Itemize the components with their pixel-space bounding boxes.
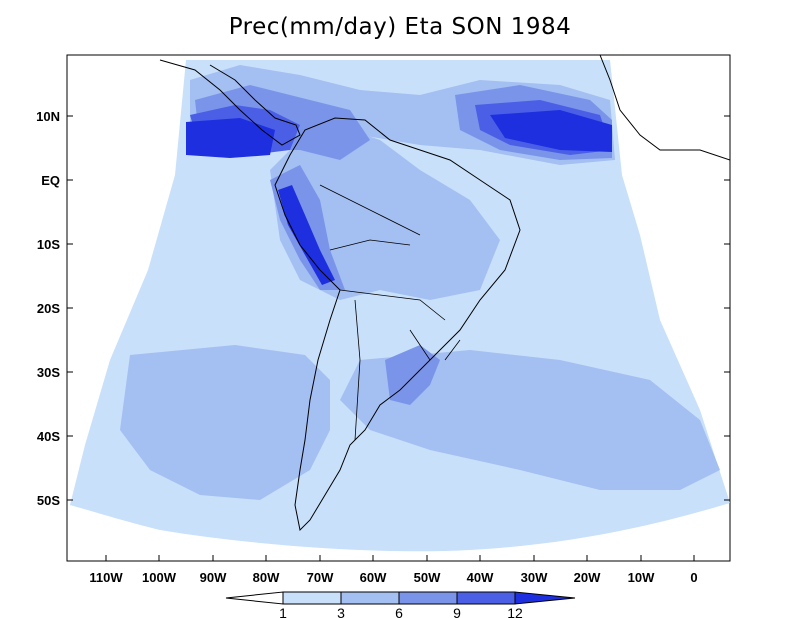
lat-label-10s: 10S <box>37 237 60 252</box>
country-borders <box>319 184 461 441</box>
lat-ticks <box>67 115 730 501</box>
precip-field <box>70 55 730 552</box>
south-america-outline <box>274 117 521 532</box>
colorbar-label-3: 3 <box>337 605 345 618</box>
precip-band-3-6-atlantic <box>340 350 720 490</box>
lon-label-110w: 110W <box>89 570 123 585</box>
precip-band-gt12-atlantic <box>490 110 612 152</box>
lat-label-50s: 50S <box>37 493 60 508</box>
colorbar-label-12: 12 <box>507 605 523 618</box>
lon-label-80w: 80W <box>253 570 280 585</box>
map-title: Prec(mm/day) Eta SON 1984 <box>228 14 572 40</box>
precip-band-gt12-andes <box>278 185 335 285</box>
lat-labels: 10N EQ 10S 20S 30S 40S 50S <box>36 109 60 508</box>
lon-label-0: 0 <box>690 570 697 585</box>
central-america-outline <box>159 59 301 146</box>
colorbar-3-6 <box>340 591 400 605</box>
lon-label-50w: 50W <box>414 570 441 585</box>
lat-label-10n: 10N <box>36 109 60 124</box>
precip-band-gt12-pacific <box>186 118 275 158</box>
colorbar-label-6: 6 <box>395 605 403 618</box>
colorbar-lt1-triangle <box>225 591 284 605</box>
colorbar-6-9 <box>398 591 458 605</box>
lat-label-eq: EQ <box>41 173 60 188</box>
lon-label-20w: 20W <box>574 570 601 585</box>
precip-band-3-6-south <box>120 345 330 500</box>
lon-label-30w: 30W <box>521 570 548 585</box>
lon-labels: 110W 100W 90W 80W 70W 60W 50W 40W 30W 20… <box>89 570 697 585</box>
lat-label-40s: 40S <box>37 429 60 444</box>
colorbar-label-9: 9 <box>453 605 461 618</box>
colorbar-label-1: 1 <box>279 605 287 618</box>
africa-outline <box>599 55 730 161</box>
colorbar-1-3 <box>282 591 342 605</box>
colorbar-9-12 <box>456 591 516 605</box>
precip-band-6-9-plata <box>385 345 440 405</box>
lon-label-100w: 100W <box>142 570 177 585</box>
lon-label-60w: 60W <box>360 570 387 585</box>
lon-label-70w: 70W <box>307 570 334 585</box>
colorbar-labels: 1 3 6 9 12 <box>279 605 523 618</box>
colorbar-gt12-triangle <box>514 591 576 605</box>
lon-label-40w: 40W <box>467 570 494 585</box>
lat-label-30s: 30S <box>37 365 60 380</box>
lon-label-10w: 10W <box>628 570 655 585</box>
colorbar <box>225 591 576 605</box>
lon-label-90w: 90W <box>200 570 227 585</box>
lon-ticks <box>105 555 695 561</box>
lat-label-20s: 20S <box>37 301 60 316</box>
